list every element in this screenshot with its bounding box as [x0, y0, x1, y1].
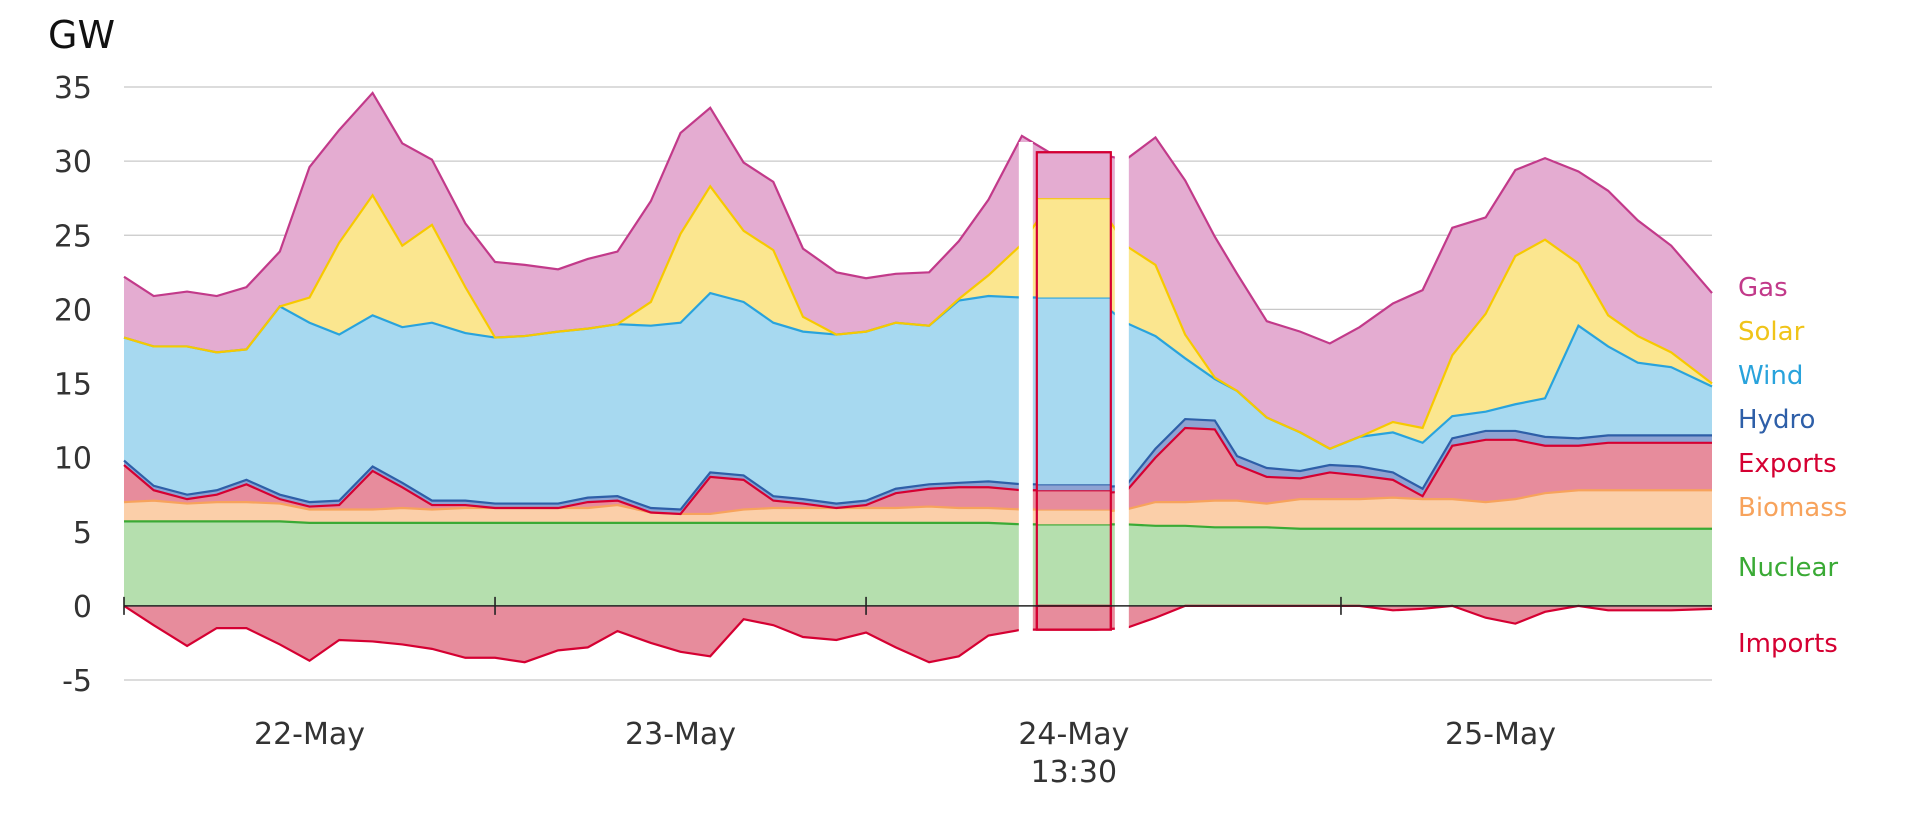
x-tick-sublabel: 13:30: [1031, 755, 1117, 790]
y-tick-label: 20: [54, 293, 92, 328]
legend: Gas Solar Wind Hydro Exports Biomass Nuclear Im…: [1738, 273, 1847, 659]
highlight-column: [1018, 142, 1129, 635]
highlight-band-biomass: [1036, 509, 1111, 525]
highlight-outline: [1035, 151, 1112, 631]
legend-item-gas: Gas: [1738, 273, 1788, 303]
line-biomass: [123, 489, 1712, 516]
legend-item-wind: Wind: [1738, 361, 1803, 391]
line-hydro: [123, 417, 1712, 511]
legend-item-solar: Solar: [1738, 317, 1805, 347]
legend-item-exports: Exports: [1738, 449, 1837, 479]
area-exports: [124, 427, 1712, 514]
area-gas: [124, 92, 1712, 449]
highlight-band-wind: [1036, 297, 1111, 485]
highlight-gap-left: [1018, 142, 1033, 635]
highlight-band-exports: [1036, 490, 1111, 510]
legend-item-hydro: Hydro: [1738, 405, 1815, 435]
x-tick-label: 23-May: [625, 717, 736, 752]
x-axis: [123, 596, 1712, 615]
y-tick-label: 30: [54, 145, 92, 180]
series-lines: [123, 91, 1713, 664]
line-imports: [123, 604, 1713, 664]
area-wind: [124, 293, 1712, 510]
y-tick-label: 0: [73, 590, 92, 625]
highlight-band-solar: [1036, 198, 1111, 298]
line-exports: [123, 426, 1712, 516]
line-nuclear: [124, 520, 1712, 530]
highlight-band-imports: [1035, 604, 1112, 631]
area-solar: [124, 186, 1712, 449]
x-tick-label: 25-May: [1445, 717, 1556, 752]
highlight-band-nuclear: [1036, 524, 1111, 606]
highlight-gap-right: [1114, 142, 1129, 635]
area-imports: [124, 605, 1712, 663]
highlight-band-hydro: [1036, 484, 1111, 491]
y-tick-label: 5: [73, 516, 92, 551]
y-tick-label: 10: [54, 442, 92, 477]
legend-item-nuclear: Nuclear: [1738, 553, 1838, 583]
line-gas: [123, 91, 1713, 345]
x-tick-label: 24-May: [1018, 717, 1129, 752]
y-tick-label: 25: [54, 219, 92, 254]
legend-item-biomass: Biomass: [1738, 493, 1847, 523]
line-solar: [123, 184, 1713, 450]
x-tick-label: 22-May: [254, 717, 365, 752]
y-axis-unit-label: GW: [48, 13, 115, 57]
y-tick-label: 35: [54, 71, 92, 106]
legend-item-imports: Imports: [1738, 629, 1838, 659]
stacked-areas: [124, 92, 1712, 663]
highlight-band-gas: [1036, 152, 1111, 199]
y-axis-ticks: -5 0 5 10 15 20 25 30 35: [54, 71, 92, 699]
y-tick-label: 15: [54, 368, 92, 403]
y-tick-label: -5: [62, 664, 92, 699]
area-nuclear: [124, 521, 1712, 606]
